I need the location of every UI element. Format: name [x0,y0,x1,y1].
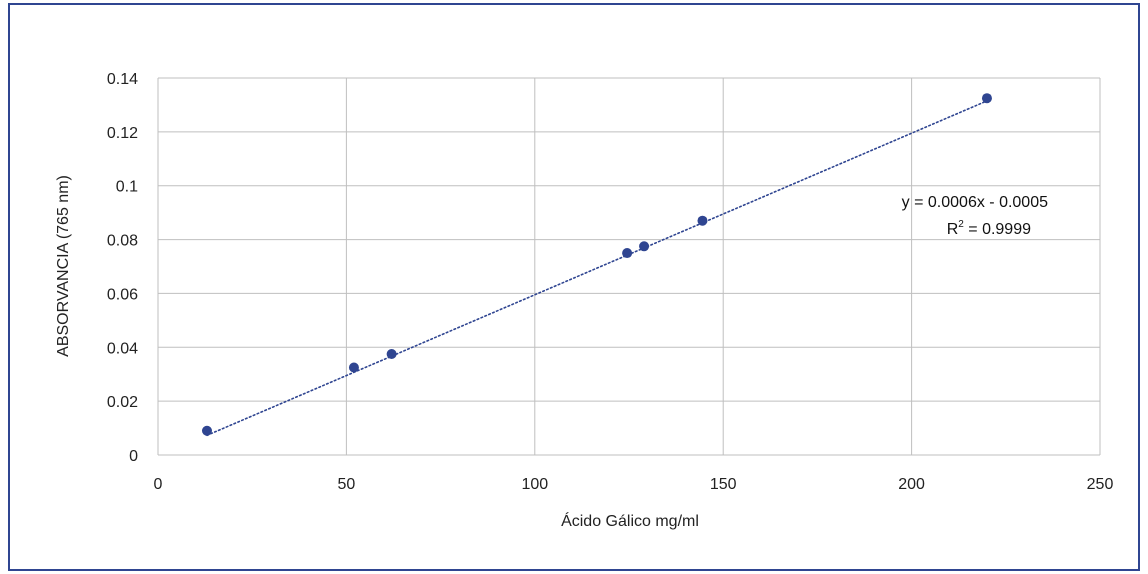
data-points [201,93,992,436]
data-point [386,349,397,360]
trendline-equation: y = 0.0006x - 0.0005 [902,194,1048,211]
r-squared-label: R2 = 0.9999 [947,219,1031,238]
x-tick-label: 0 [154,476,163,493]
y-tick-label: 0.12 [107,125,138,142]
trendline-group [206,100,988,437]
data-point [622,248,633,259]
x-tick-label: 150 [710,476,737,493]
data-point [981,93,992,104]
x-tick-label: 50 [338,476,356,493]
r-squared-symbol: R [947,221,959,238]
y-tick-label: 0.08 [107,233,138,250]
y-tick-label: 0.14 [107,71,138,88]
data-point [348,362,359,373]
chart-frame [8,3,1140,571]
data-point [639,241,650,252]
x-tick-label: 100 [521,476,548,493]
x-tick-label: 200 [898,476,925,493]
r-squared-superscript: 2 [958,219,964,230]
y-tick-label: 0.06 [107,286,138,303]
y-axis-title: ABSORVANCIA (765 nm) [55,175,72,357]
data-point [201,425,212,436]
x-tick-labels: 0 50 100 150 200 250 [154,476,1114,493]
trendline [206,100,988,437]
r-squared-value: = 0.9999 [964,221,1031,238]
y-tick-label: 0.1 [116,179,138,196]
x-tick-label: 250 [1087,476,1114,493]
data-point [697,215,708,226]
y-tick-labels: 0 0.02 0.04 0.06 0.08 0.1 0.12 0.14 [107,71,138,465]
gridlines [157,77,1101,456]
x-axis-title: Ácido Gálico mg/ml [561,511,699,530]
y-tick-label: 0 [129,448,138,465]
y-tick-label: 0.02 [107,394,138,411]
y-tick-label: 0.04 [107,340,138,357]
